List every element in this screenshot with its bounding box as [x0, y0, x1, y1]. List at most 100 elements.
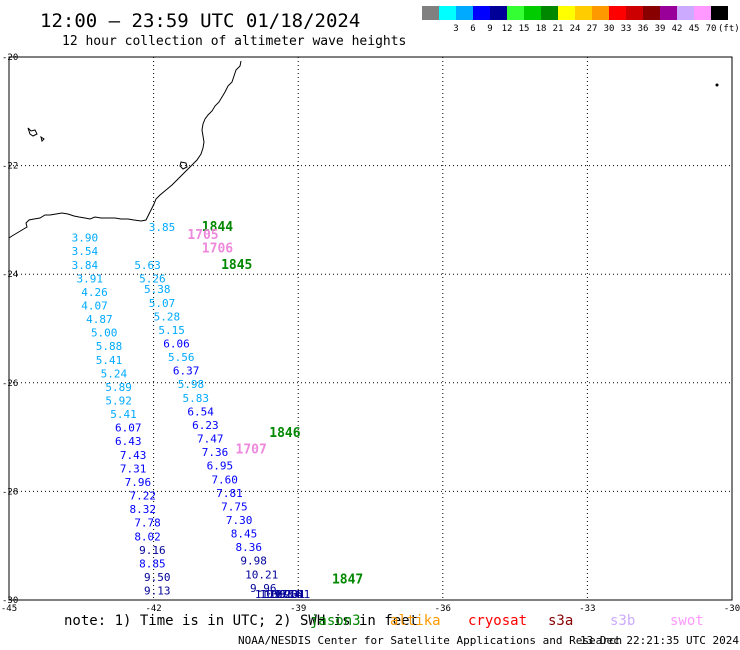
swh-value: 8.45 — [231, 528, 258, 541]
footer-credit: NOAA/NESDIS Center for Satellite Applica… — [238, 634, 622, 647]
map-gridlines — [9, 57, 732, 600]
lat-tick-label: -30 — [2, 596, 18, 606]
swh-value: 5.00 — [91, 327, 118, 340]
coastline-island-2 — [179, 161, 188, 170]
swh-value: 8.36 — [236, 541, 262, 554]
swh-value: 5.56 — [168, 351, 195, 364]
satellite-legend: jason3 altika cryosat s3a s3b swot — [310, 613, 704, 629]
swh-value: 10.16 — [269, 588, 302, 601]
legend-swatch — [439, 6, 456, 20]
swh-observations: 3.85 3.903.543.843.914.264.074.875.005.88… — [72, 221, 311, 601]
swh-value: 5.41 — [96, 354, 123, 367]
legend-swatch — [422, 6, 439, 20]
swh-value: 7.30 — [226, 514, 253, 527]
legend-swatch — [473, 6, 490, 20]
swh-value: 3.91 — [76, 272, 103, 285]
satellite-name: swot — [670, 613, 704, 629]
lon-tick-label: -33 — [579, 604, 595, 614]
map-frame — [8, 56, 733, 601]
legend-swatch — [575, 6, 592, 20]
swh-value: 9.98 — [240, 555, 266, 568]
lon-tick-label: -45 — [1, 604, 17, 614]
map-area: -45 -42 -39 -36 -33 -30 -20 -22 -24 -26 -28 -30 3.8… — [1, 53, 740, 614]
legend-swatch — [643, 6, 660, 20]
swh-value: 5.41 — [110, 408, 137, 421]
satellite-name: jason3 — [310, 613, 361, 629]
swh-value: 4.87 — [86, 313, 113, 326]
legend-label: 12 — [502, 24, 513, 34]
pass-time-label: 1845 — [221, 258, 252, 273]
satellite-name: altika — [390, 613, 441, 629]
swh-value: 5.26 — [139, 272, 166, 285]
swh-value: 3.54 — [72, 245, 99, 258]
swh-value: 7.75 — [221, 500, 248, 513]
legend-label: 15 — [519, 24, 530, 34]
swh-value: 7.43 — [120, 449, 147, 462]
legend-label: 18 — [536, 24, 547, 34]
swh-value: 5.38 — [144, 283, 171, 296]
swh-value: 5.63 — [134, 259, 161, 272]
legend-label: 3 — [453, 24, 458, 34]
map-subtitle: 12 hour collection of altimeter wave hei… — [62, 34, 406, 49]
swh-value: 5.98 — [178, 378, 205, 391]
swh-value: 3.84 — [72, 259, 99, 272]
legend-label: 45 — [689, 24, 700, 34]
satellite-name: s3b — [610, 613, 635, 629]
swh-value: 7.47 — [197, 433, 224, 446]
legend-label: 70 — [706, 24, 717, 34]
swh-value: 5.92 — [105, 395, 131, 408]
swh-value: 6.54 — [187, 405, 214, 418]
legend-swatch — [541, 6, 558, 20]
legend-label: 6 — [470, 24, 475, 34]
swh-value: 4.26 — [81, 286, 108, 299]
legend-label: 9 — [487, 24, 492, 34]
swh-value: 9.64 — [274, 588, 301, 601]
swh-value: 8.02 — [134, 530, 161, 543]
swh-value: 6.43 — [115, 435, 142, 448]
lon-tick-label: -36 — [435, 604, 451, 614]
note-text: note: 1) Time is in UTC; 2) SWH is in fe… — [64, 613, 418, 629]
satellite-name: cryosat — [468, 613, 527, 629]
coastline — [8, 60, 242, 239]
legend-label: 30 — [604, 24, 615, 34]
swh-value: 9.41 — [284, 588, 311, 601]
legend-swatch — [507, 6, 524, 20]
pass-time-label: 1707 — [236, 442, 267, 457]
lat-tick-label: -28 — [2, 487, 18, 497]
swh-value: 7.81 — [216, 487, 243, 500]
swh-value: 10.21 — [245, 568, 278, 581]
legend-swatch — [609, 6, 626, 20]
lat-tick-label: -26 — [2, 379, 18, 389]
legend-swatch — [592, 6, 609, 20]
coastline-island — [27, 127, 38, 137]
swh-value: 5.28 — [154, 310, 181, 323]
legend-unit: (ft) — [718, 24, 740, 34]
pass-time-label: 1844 — [202, 220, 233, 235]
lat-tick-label: -24 — [2, 270, 18, 280]
swh-value: 8.85 — [139, 557, 166, 570]
swh-value: 5.07 — [149, 297, 176, 310]
swh-value: 6.95 — [207, 460, 234, 473]
legend-label: 39 — [655, 24, 666, 34]
pass-time-label: 1706 — [202, 241, 233, 256]
swh-value: 3.90 — [72, 232, 99, 245]
swh-value: 5.83 — [183, 392, 210, 405]
legend-swatch — [524, 6, 541, 20]
legend-swatch — [558, 6, 575, 20]
lat-tick-label: -20 — [2, 53, 18, 63]
legend-swatch — [456, 6, 473, 20]
lon-tick-label: -30 — [724, 604, 740, 614]
swh-value: 9.96 — [250, 582, 277, 595]
footer-timestamp: 13 Dec 22:21:35 UTC 2024 — [580, 634, 739, 647]
swh-value: 7.31 — [120, 462, 147, 475]
lon-tick-label: -39 — [290, 604, 306, 614]
map-tick-labels: -45 -42 -39 -36 -33 -30 -20 -22 -24 -26 -28 -30 — [1, 53, 740, 614]
swh-value: 11.17 — [255, 588, 288, 601]
wave-height-legend: 3 6 9 12 15 18 21 24 27 30 33 36 39 42 45 70 (ft) — [422, 6, 740, 34]
swh-value: 7.60 — [211, 473, 238, 486]
legend-label: 27 — [587, 24, 598, 34]
satellite-name: s3a — [548, 613, 573, 629]
swh-value: 6.37 — [173, 365, 200, 378]
swh-value: 9.50 — [144, 571, 171, 584]
